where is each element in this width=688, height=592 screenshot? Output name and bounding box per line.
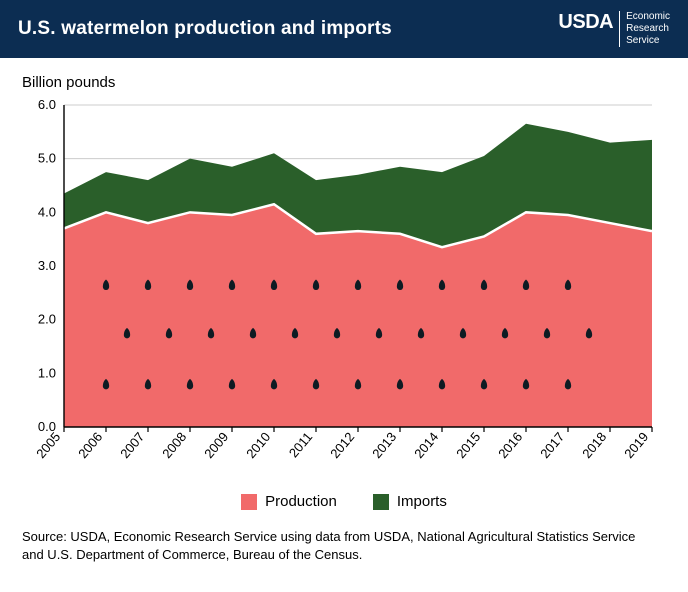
figure-container: U.S. watermelon production and imports U… (0, 0, 688, 592)
legend-label-production: Production (265, 493, 337, 510)
svg-text:5.0: 5.0 (38, 151, 56, 166)
svg-text:2014: 2014 (411, 429, 441, 461)
usda-logo: USDA Economic Research Service (558, 11, 670, 47)
svg-text:2009: 2009 (201, 429, 231, 461)
svg-text:2008: 2008 (159, 429, 189, 461)
source-line1: Source: USDA, Economic Research Service … (22, 529, 635, 544)
svg-text:1.0: 1.0 (38, 365, 56, 380)
usda-logo-line1: Economic (626, 11, 670, 23)
legend-item-imports: Imports (373, 493, 447, 510)
svg-text:2010: 2010 (243, 429, 273, 461)
legend-swatch-production (241, 494, 257, 510)
figure-title: U.S. watermelon production and imports (18, 18, 392, 40)
svg-text:2006: 2006 (75, 429, 105, 461)
svg-text:2011: 2011 (286, 429, 315, 460)
svg-text:2018: 2018 (579, 429, 609, 461)
svg-text:2.0: 2.0 (38, 312, 56, 327)
svg-text:2012: 2012 (327, 429, 357, 461)
svg-text:6.0: 6.0 (38, 97, 56, 112)
svg-text:2019: 2019 (621, 429, 651, 461)
legend-item-production: Production (241, 493, 337, 510)
chart-svg: 0.01.02.03.04.05.06.02005200620072008200… (22, 97, 662, 477)
source-line2: and U.S. Department of Commerce, Bureau … (22, 547, 362, 562)
y-axis-title: Billion pounds (22, 74, 666, 91)
svg-text:2015: 2015 (453, 429, 483, 461)
svg-text:2016: 2016 (495, 429, 525, 461)
chart-area: 0.01.02.03.04.05.06.02005200620072008200… (22, 97, 662, 477)
usda-logo-line2: Research (626, 23, 670, 35)
usda-logo-line3: Service (626, 35, 670, 47)
svg-text:4.0: 4.0 (38, 204, 56, 219)
area-production (64, 204, 652, 427)
legend: Production Imports (22, 493, 666, 510)
header-bar: U.S. watermelon production and imports U… (0, 0, 688, 58)
svg-text:2013: 2013 (369, 429, 399, 461)
chart-wrap: Billion pounds 0.01.02.03.04.05.06.02005… (0, 58, 688, 520)
legend-label-imports: Imports (397, 493, 447, 510)
legend-swatch-imports (373, 494, 389, 510)
svg-text:2007: 2007 (117, 429, 147, 461)
svg-text:2005: 2005 (33, 429, 63, 461)
usda-logo-text: Economic Research Service (619, 11, 670, 47)
source-footer: Source: USDA, Economic Research Service … (0, 520, 688, 563)
svg-text:3.0: 3.0 (38, 258, 56, 273)
svg-text:2017: 2017 (537, 429, 567, 461)
usda-logo-mark: USDA (558, 11, 613, 34)
